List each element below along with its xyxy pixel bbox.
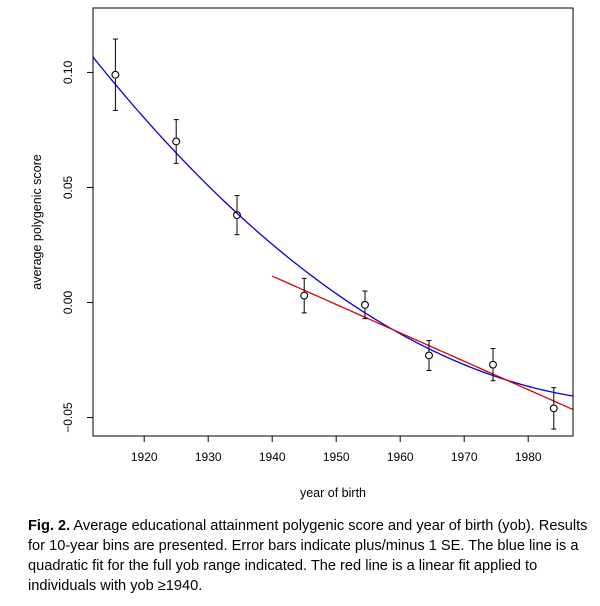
- data-point: [489, 348, 497, 382]
- point-marker: [172, 137, 181, 146]
- data-point: [549, 387, 558, 430]
- caption-text: Average educational attainment polygenic…: [28, 518, 588, 594]
- x-tick-label: 1970: [451, 450, 478, 464]
- point-marker: [300, 291, 309, 300]
- x-tick-label: 1980: [515, 450, 542, 464]
- data-point: [111, 38, 120, 111]
- point-marker: [111, 70, 120, 79]
- x-tick-label: 1920: [131, 450, 158, 464]
- x-tick-label: 1930: [195, 450, 222, 464]
- data-point: [425, 340, 433, 371]
- scatter-plot: 1920 1930 1940 1950 1960 1970 1980 −0.05 0.00 0.…: [30, 7, 574, 500]
- x-axis: 1920 1930 1940 1950 1960 1970 1980: [131, 436, 542, 464]
- chart-figure: 1920 1930 1940 1950 1960 1970 1980 −0.05 0.00 0.…: [30, 7, 574, 500]
- fit-lines: [92, 56, 574, 411]
- data-point: [300, 277, 309, 314]
- y-tick-label: −0.05: [61, 402, 75, 433]
- data-point: [361, 290, 369, 320]
- caption-label: Fig. 2.: [28, 518, 71, 534]
- linear-fit-line: [271, 275, 574, 411]
- point-marker: [549, 404, 558, 413]
- figure-caption: Fig. 2. Average educational attainment p…: [28, 516, 588, 596]
- x-axis-label: year of birth: [300, 486, 366, 500]
- y-tick-label: 0.00: [61, 291, 75, 315]
- point-marker: [425, 351, 433, 360]
- y-tick-label: 0.10: [61, 60, 75, 84]
- point-marker: [489, 360, 497, 369]
- data-point: [233, 195, 241, 236]
- x-tick-label: 1950: [323, 450, 350, 464]
- y-axis: −0.05 0.00 0.05 0.10: [61, 60, 93, 433]
- data-point: [172, 119, 181, 164]
- x-tick-label: 1960: [387, 450, 414, 464]
- y-axis-label: average polygenic score: [30, 154, 44, 290]
- x-tick-label: 1940: [259, 450, 286, 464]
- quadratic-fit-line: [92, 56, 574, 397]
- data-points: [111, 38, 558, 430]
- plot-frame: [92, 7, 574, 437]
- point-marker: [361, 300, 369, 309]
- point-marker: [233, 211, 241, 220]
- y-tick-label: 0.05: [61, 175, 75, 199]
